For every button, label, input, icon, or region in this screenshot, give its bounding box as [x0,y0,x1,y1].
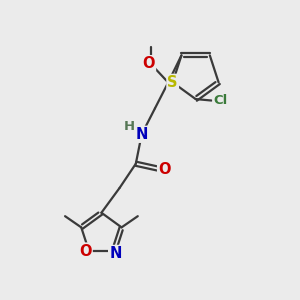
Text: O: O [158,161,171,176]
Text: N: N [136,127,148,142]
Text: Cl: Cl [213,94,227,107]
Text: O: O [142,56,155,71]
Text: N: N [109,246,122,261]
Text: H: H [124,120,135,133]
Text: O: O [79,244,92,259]
Text: S: S [167,75,178,90]
